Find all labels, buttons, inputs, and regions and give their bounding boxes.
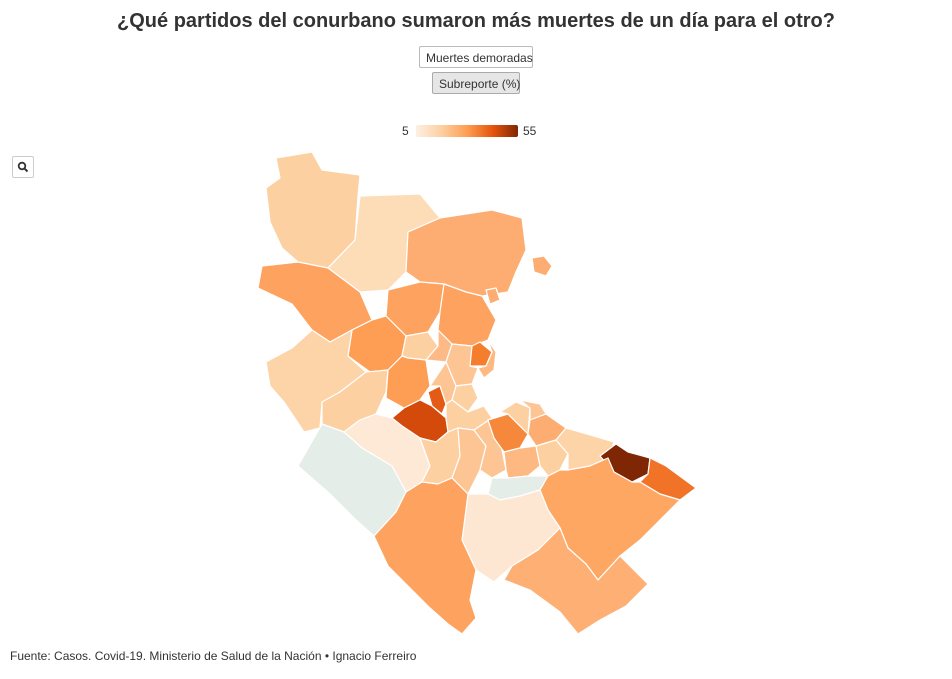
map-district[interactable] bbox=[425, 329, 453, 363]
legend-max-label: 55 bbox=[523, 124, 537, 138]
legend-gradient-bar bbox=[416, 125, 518, 137]
search-icon bbox=[17, 161, 29, 173]
map-district[interactable] bbox=[327, 193, 441, 293]
map-district[interactable] bbox=[531, 255, 553, 277]
subreporte-button[interactable]: Subreporte (%) bbox=[432, 72, 520, 94]
zoom-button[interactable] bbox=[12, 156, 34, 178]
map-district[interactable] bbox=[503, 527, 649, 635]
map-district[interactable] bbox=[477, 339, 497, 379]
source-note: Fuente: Casos. Covid-19. Ministerio de S… bbox=[10, 649, 417, 663]
map-district[interactable] bbox=[451, 383, 479, 413]
map-district[interactable] bbox=[373, 477, 477, 635]
muertes-demoradas-button[interactable]: Muertes demoradas bbox=[419, 46, 533, 68]
map-district[interactable] bbox=[503, 445, 541, 479]
legend-min-label: 5 bbox=[402, 124, 409, 138]
chart-title: ¿Qué partidos del conurbano sumaron más … bbox=[117, 10, 835, 32]
map-district[interactable] bbox=[485, 287, 501, 305]
map-district[interactable] bbox=[427, 385, 447, 415]
map-district[interactable] bbox=[499, 401, 531, 435]
